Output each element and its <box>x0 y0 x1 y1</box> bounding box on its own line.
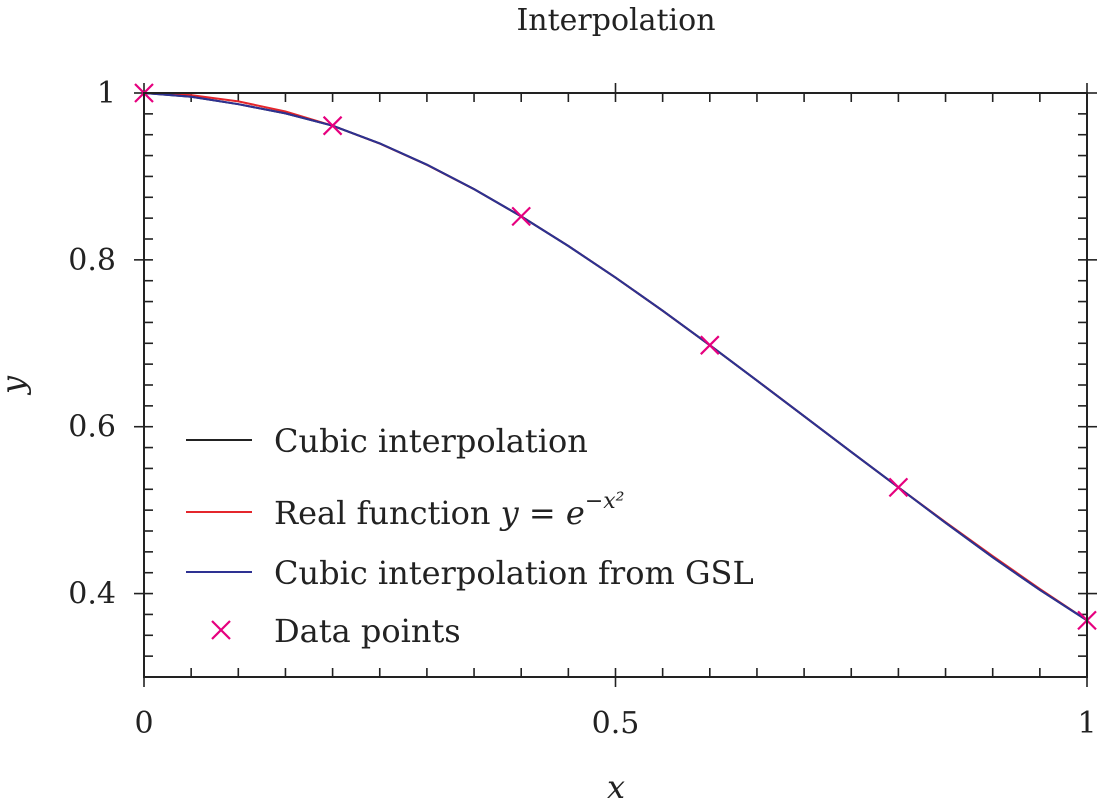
chart-title: Interpolation <box>516 3 715 38</box>
legend-label-text: Cubic interpolation from GSL <box>274 554 754 592</box>
plot-frame <box>143 92 1088 678</box>
legend-label-text: Cubic interpolation <box>274 422 588 460</box>
data-point-marker <box>322 115 343 136</box>
y-tick-label: 0.8 <box>68 243 116 278</box>
data-point-marker <box>888 477 909 498</box>
legend-label: Real function y = e−x² <box>274 489 624 532</box>
legend-label: Cubic interpolation <box>274 422 588 460</box>
series-layer <box>134 83 1097 631</box>
x-tick-label: 0 <box>134 706 153 741</box>
data-point-marker-stroke <box>511 206 531 227</box>
y-tick-labels: 1 0.8 0.6 0.4 <box>68 76 116 612</box>
data-point-marker <box>511 206 531 227</box>
y-axis-label: y <box>0 375 32 396</box>
legend-label: Data points <box>274 612 461 650</box>
legend-entry: Real function y = e−x² <box>186 489 624 532</box>
minor-ticks <box>143 92 1088 678</box>
data-point-marker-stroke <box>700 335 720 355</box>
legend-math-exponent: −x² <box>585 489 625 514</box>
legend-marker-x <box>211 620 231 640</box>
legend: Cubic interpolation Real function y = e−x… <box>186 422 754 650</box>
series-line-cubic-interpolation-from-gsl <box>143 92 1088 622</box>
x-axis-label: x <box>607 768 625 801</box>
legend-math: y = e <box>499 494 585 532</box>
legend-label-text: Real function <box>274 494 501 532</box>
legend-entry: Cubic interpolation from GSL <box>186 554 754 592</box>
x-tick-labels: 0 0.5 1 <box>134 706 1096 741</box>
x-tick-label: 1 <box>1077 706 1096 741</box>
legend-entry: Data points <box>211 612 461 650</box>
legend-entry: Cubic interpolation <box>186 422 588 460</box>
series-line-real-function-y-e-x-2 <box>143 92 1088 622</box>
major-ticks <box>134 83 1097 687</box>
x-tick-label: 0.5 <box>592 706 640 741</box>
y-tick-label: 0.4 <box>68 577 116 612</box>
data-point-marker-stroke <box>322 115 343 136</box>
y-tick-label: 0.6 <box>68 410 116 445</box>
data-point-marker-stroke <box>888 477 909 498</box>
series-line-cubic-interpolation <box>143 92 1088 622</box>
y-tick-label: 1 <box>97 76 116 111</box>
legend-label-text: Data points <box>274 612 461 650</box>
data-point-marker <box>700 335 720 355</box>
legend-label: Cubic interpolation from GSL <box>274 554 754 592</box>
